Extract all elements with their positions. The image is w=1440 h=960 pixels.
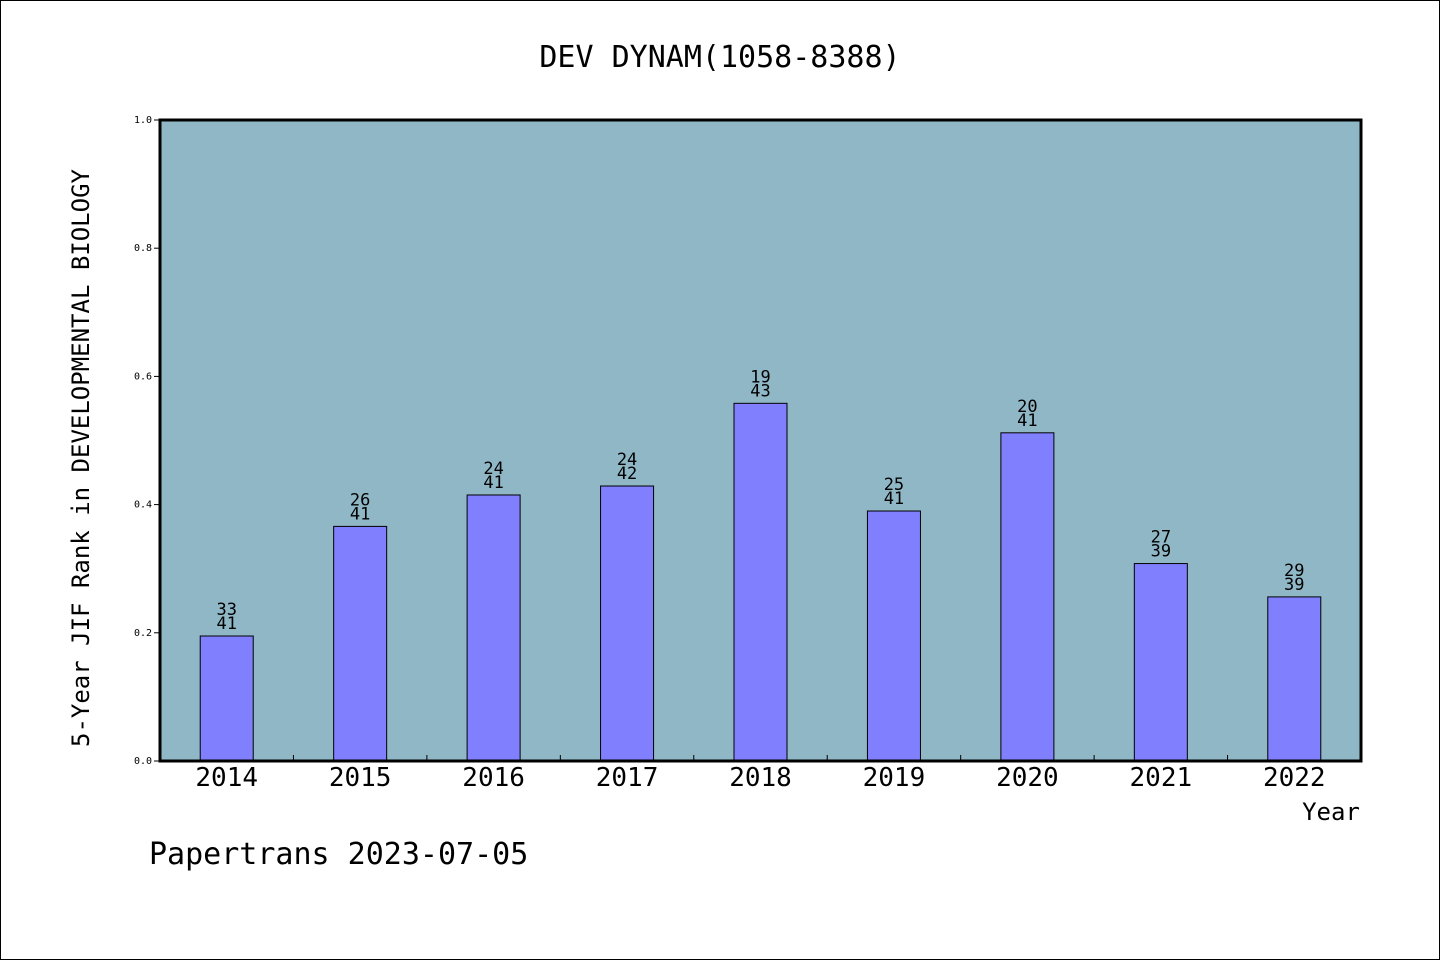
bar-2022 xyxy=(1267,596,1322,762)
bar-rank-label: 24 xyxy=(483,459,503,479)
footer-text: Papertrans 2023-07-05 xyxy=(149,837,528,872)
bar-total-label: 41 xyxy=(1017,411,1037,431)
bar-2018 xyxy=(733,402,788,762)
y-axis-label: 5-Year JIF Rank in DEVELOPMENTAL BIOLOGY xyxy=(67,168,95,747)
bar-total-label: 41 xyxy=(884,489,904,509)
bar-2020 xyxy=(1000,432,1055,762)
bar-2017 xyxy=(600,485,655,762)
y-axis: 0.0 0.2 0.4 0.6 0.8 1.0 xyxy=(134,115,160,767)
x-tick-label: 2015 xyxy=(329,763,392,793)
bar-total-label: 41 xyxy=(483,473,503,493)
bar-total-label: 39 xyxy=(1284,575,1304,595)
x-tick-label: 2021 xyxy=(1130,763,1193,793)
x-tick-label: 2022 xyxy=(1263,763,1326,793)
bar-rank-label: 26 xyxy=(350,490,370,510)
x-tick-label: 2018 xyxy=(729,763,792,793)
x-tick-label: 2020 xyxy=(996,763,1059,793)
bar-2015 xyxy=(333,525,388,762)
bar-rank-label: 19 xyxy=(750,367,770,387)
y-tick-label: 1.0 xyxy=(134,115,152,126)
x-axis-label: Year xyxy=(1302,798,1360,826)
bar-total-label: 39 xyxy=(1151,542,1171,562)
bar-rank-label: 33 xyxy=(216,600,236,620)
bar-rank-label: 29 xyxy=(1284,561,1304,581)
bar-rank-label: 20 xyxy=(1017,397,1037,417)
y-tick-label: 0.8 xyxy=(134,243,152,254)
bar-2016 xyxy=(466,494,521,762)
bar-2019 xyxy=(866,510,921,762)
x-tick-label: 2016 xyxy=(462,763,525,793)
bar-rank-label: 27 xyxy=(1151,528,1171,548)
y-tick-label: 0.2 xyxy=(134,628,152,639)
y-tick-label: 0.4 xyxy=(134,500,152,511)
chart-title: DEV DYNAM(1058-8388) xyxy=(539,40,900,75)
bar-total-label: 41 xyxy=(216,614,236,634)
bar-2021 xyxy=(1133,563,1188,762)
plot-border xyxy=(158,118,1363,763)
y-tick-label: 0.0 xyxy=(134,756,152,767)
x-tick-label: 2019 xyxy=(863,763,926,793)
bar-rank-label: 25 xyxy=(884,475,904,495)
bar-total-label: 42 xyxy=(617,464,637,484)
bar-2014 xyxy=(199,635,254,762)
x-axis: 2014 2015 2016 2017 2018 2019 2020 2021 2022 xyxy=(195,755,1326,793)
bar-total-label: 41 xyxy=(350,504,370,524)
bar-rank-label: 24 xyxy=(617,450,637,470)
x-tick-label: 2017 xyxy=(596,763,659,793)
x-tick-label: 2014 xyxy=(195,763,258,793)
bar-total-label: 43 xyxy=(750,381,770,401)
y-tick-label: 0.6 xyxy=(134,371,152,382)
